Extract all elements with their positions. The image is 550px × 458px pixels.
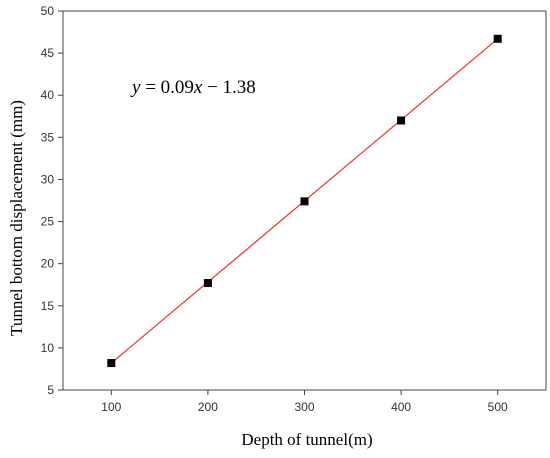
y-tick-label: 10: [41, 341, 55, 355]
x-tick-label: 500: [488, 400, 508, 414]
y-tick-label: 20: [41, 257, 55, 271]
y-tick-label: 25: [41, 215, 55, 229]
equation-equals: = 0.09: [140, 77, 193, 98]
y-tick-label: 40: [41, 88, 55, 102]
data-points: [107, 34, 502, 368]
y-tick-label: 45: [41, 46, 55, 60]
x-axis-ticks: 100 200 300 400 500: [101, 390, 508, 414]
y-axis-ticks: 5 10 15 20 25 30 35 40 45 50: [41, 4, 63, 397]
data-point: [107, 359, 116, 368]
equation-rest: − 1.38: [202, 77, 255, 98]
x-axis-title: Depth of tunnel(m): [241, 430, 372, 449]
y-axis-title: Tunnel bottom displacement (mm): [7, 100, 26, 336]
x-tick-label: 400: [391, 400, 411, 414]
regression-equation: y = 0.09x − 1.38: [130, 77, 256, 98]
y-tick-label: 5: [47, 383, 54, 397]
equation-y: y: [130, 77, 141, 98]
x-tick-label: 100: [101, 400, 121, 414]
data-point: [300, 197, 309, 206]
y-tick-label: 15: [41, 299, 55, 313]
data-point: [493, 34, 502, 43]
data-point: [203, 279, 212, 288]
y-tick-label: 35: [41, 130, 55, 144]
x-tick-label: 300: [294, 400, 314, 414]
equation-x: x: [193, 77, 203, 98]
y-tick-label: 50: [41, 4, 55, 18]
data-point: [397, 116, 406, 125]
x-tick-label: 200: [198, 400, 218, 414]
y-tick-label: 30: [41, 172, 55, 186]
